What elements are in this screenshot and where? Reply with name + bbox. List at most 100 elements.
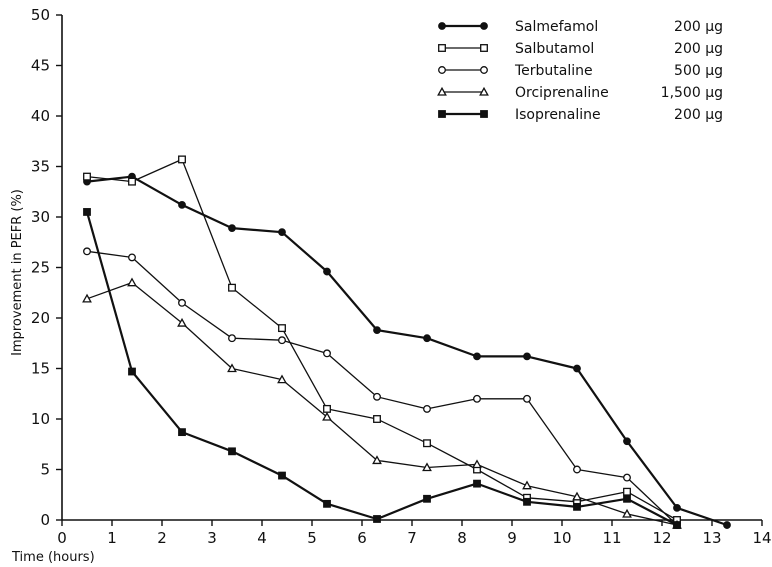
data-point-salbutamol xyxy=(278,324,286,333)
legend-marker-salbutamol xyxy=(438,44,446,52)
data-point-orciprenaline xyxy=(127,277,137,287)
data-point-salmefamol xyxy=(178,200,186,209)
data-point-orciprenaline xyxy=(227,363,237,373)
x-tick-label: 12 xyxy=(652,529,671,547)
data-point-isoprenaline xyxy=(473,479,481,488)
x-tick-label: 5 xyxy=(307,529,317,547)
y-tick-label: 50 xyxy=(31,6,50,24)
data-point-isoprenaline xyxy=(83,208,91,216)
data-point-isoprenaline xyxy=(128,367,136,376)
data-point-orciprenaline xyxy=(82,293,92,303)
x-tick-label: 2 xyxy=(157,529,167,547)
legend-label-orciprenaline: Orciprenaline xyxy=(515,85,609,101)
y-tick-label: 45 xyxy=(31,57,50,75)
data-point-terbutaline xyxy=(323,349,331,358)
series-line-isoprenaline xyxy=(85,211,678,526)
data-point-salbutamol xyxy=(373,415,381,423)
y-tick-label: 20 xyxy=(31,309,50,327)
x-tick-label: 6 xyxy=(357,529,367,547)
x-tick-label: 4 xyxy=(257,529,267,547)
data-point-orciprenaline xyxy=(622,508,632,518)
data-point-salmefamol xyxy=(278,228,286,237)
legend-label-terbutaline: Terbutaline xyxy=(514,63,593,79)
data-point-isoprenaline xyxy=(373,515,381,523)
data-point-terbutaline xyxy=(373,392,381,401)
data-point-salmefamol xyxy=(723,521,731,529)
data-point-salbutamol xyxy=(83,172,91,181)
data-point-isoprenaline xyxy=(673,521,681,529)
data-point-salmefamol xyxy=(228,224,236,233)
data-point-salbutamol xyxy=(128,177,136,186)
x-tick-label: 9 xyxy=(507,529,517,547)
data-point-orciprenaline xyxy=(422,462,432,472)
data-point-orciprenaline xyxy=(522,480,532,490)
data-point-terbutaline xyxy=(178,298,186,307)
series-line-terbutaline xyxy=(86,250,678,526)
data-point-isoprenaline xyxy=(178,428,186,437)
x-tick-label: 10 xyxy=(552,529,571,547)
data-point-isoprenaline xyxy=(423,494,431,503)
data-point-terbutaline xyxy=(623,473,631,482)
data-point-salmefamol xyxy=(523,352,531,361)
data-point-salmefamol xyxy=(673,503,681,512)
x-tick-label: 11 xyxy=(602,529,621,547)
legend-dose-orciprenaline: 1,500 µg xyxy=(661,85,723,101)
legend-marker-salmefamol xyxy=(480,22,488,30)
x-axis-title: Time (hours) xyxy=(11,550,95,565)
data-point-terbutaline xyxy=(523,394,531,403)
x-tick-label: 7 xyxy=(407,529,417,547)
data-point-orciprenaline xyxy=(322,411,332,421)
legend-dose-isoprenaline: 200 µg xyxy=(674,107,723,123)
legend-marker-orciprenaline xyxy=(479,86,489,96)
x-tick-label: 0 xyxy=(57,529,67,547)
data-point-terbutaline xyxy=(83,247,91,256)
legend-marker-salmefamol xyxy=(438,22,446,30)
data-point-salbutamol xyxy=(623,487,631,496)
x-tick-label: 3 xyxy=(207,529,217,547)
data-point-orciprenaline xyxy=(472,459,482,469)
data-point-salmefamol xyxy=(573,364,581,373)
data-point-isoprenaline xyxy=(523,497,531,506)
data-point-orciprenaline xyxy=(177,317,187,327)
data-point-terbutaline xyxy=(128,253,136,262)
data-point-salmefamol xyxy=(623,437,631,446)
y-tick-label: 35 xyxy=(31,158,50,176)
legend-label-isoprenaline: Isoprenaline xyxy=(515,107,601,123)
y-tick-label: 0 xyxy=(40,511,50,529)
x-tick-label: 14 xyxy=(752,529,771,547)
data-point-isoprenaline xyxy=(573,502,581,511)
data-point-salmefamol xyxy=(373,326,381,335)
y-tick-label: 30 xyxy=(31,208,50,226)
legend-dose-salmefamol: 200 µg xyxy=(674,19,723,35)
x-tick-label: 1 xyxy=(107,529,117,547)
data-point-salmefamol xyxy=(423,334,431,343)
legend-label-salmefamol: Salmefamol xyxy=(515,19,598,35)
data-point-salmefamol xyxy=(473,352,481,361)
x-tick-label: 13 xyxy=(702,529,721,547)
data-point-salmefamol xyxy=(323,267,331,276)
data-point-isoprenaline xyxy=(323,499,331,508)
data-point-salbutamol xyxy=(228,283,236,292)
y-tick-label: 40 xyxy=(31,107,50,125)
y-tick-label: 25 xyxy=(31,259,50,277)
legend-dose-salbutamol: 200 µg xyxy=(674,41,723,57)
data-point-isoprenaline xyxy=(228,447,236,456)
series-line-salbutamol xyxy=(86,158,678,521)
legend-marker-terbutaline xyxy=(438,66,446,74)
legend-dose-terbutaline: 500 µg xyxy=(674,63,723,79)
legend-label-salbutamol: Salbutamol xyxy=(515,41,594,57)
data-point-salbutamol xyxy=(423,439,431,448)
series-line-orciprenaline xyxy=(86,281,678,526)
legend-marker-salbutamol xyxy=(480,44,488,52)
data-point-terbutaline xyxy=(473,394,481,403)
y-tick-label: 10 xyxy=(31,410,50,428)
data-point-terbutaline xyxy=(278,336,286,345)
data-point-salbutamol xyxy=(323,404,331,413)
legend-marker-orciprenaline xyxy=(437,86,447,96)
data-point-orciprenaline xyxy=(277,374,287,384)
data-point-salbutamol xyxy=(178,155,186,164)
data-point-isoprenaline xyxy=(623,494,631,503)
legend-marker-isoprenaline xyxy=(438,110,446,118)
y-tick-label: 5 xyxy=(40,461,50,479)
